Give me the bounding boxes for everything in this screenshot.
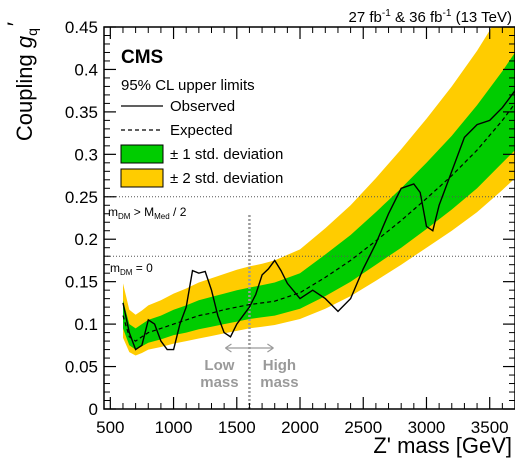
high-mass-label-2: mass [260, 374, 298, 391]
legend-band2: ± 2 std. deviation [170, 170, 283, 187]
observed-line [122, 90, 515, 351]
band-1-sigma [123, 52, 515, 350]
lumi-header: 27 fb-1 & 36 fb-1 (13 TeV) [349, 8, 513, 26]
y-tick-label: 0.45 [65, 18, 98, 37]
y-tick-label: 0 [89, 400, 98, 419]
legend-band1-swatch [120, 144, 164, 164]
x-tick-label: 2000 [281, 418, 319, 437]
reference-lines [104, 196, 515, 409]
plot-frame [103, 26, 515, 410]
experiment-label: CMS [121, 47, 163, 68]
legend-band1: ± 1 std. deviation [170, 146, 283, 163]
x-axis-title: Z' mass [GeV] [373, 433, 512, 458]
x-tick-label: 500 [96, 418, 124, 437]
ref-label-zero: mDM = 0 [110, 261, 153, 277]
low-mass-label-2: mass [200, 374, 238, 391]
y-tick-label: 0.35 [65, 103, 98, 122]
legend-band2-swatch [120, 168, 164, 188]
y-tick-label: 0.3 [74, 145, 98, 164]
mass-split-arrow [225, 343, 274, 353]
x-tick-label: 1500 [218, 418, 256, 437]
y-tick-label: 0.1 [74, 315, 98, 334]
mass-arrow-left-head [225, 343, 232, 353]
x-tick-label: 3000 [408, 418, 446, 437]
y-tick-label: 0.25 [65, 188, 98, 207]
legend-expected: Expected [170, 122, 233, 139]
y-tick-label: 0.2 [74, 230, 98, 249]
expected-line [122, 103, 515, 342]
ref-label-half: mDM > MMed / 2 [108, 205, 187, 221]
legend-observed: Observed [170, 98, 235, 115]
x-tick-label: 2500 [344, 418, 382, 437]
x-tick-label: 3500 [471, 418, 509, 437]
y-tick-label: 0.05 [65, 358, 98, 377]
high-mass-label-1: High [263, 357, 296, 374]
y-tick-label: 0.15 [65, 273, 98, 292]
y-tick-label: 0.4 [74, 60, 98, 79]
limit-bands [123, 27, 515, 356]
low-mass-label-1: Low [204, 357, 234, 374]
axis-ticks: 500 1000 1500 2000 2500 3000 3500 0 0.05 0.1 0.15 0… [65, 18, 515, 437]
y-axis-title: Coupling gq′ [3, 22, 40, 141]
legend-title: 95% CL upper limits [121, 77, 255, 94]
mass-arrow-right-head [267, 343, 274, 353]
x-tick-label: 1000 [155, 418, 193, 437]
limit-curves [122, 90, 515, 351]
